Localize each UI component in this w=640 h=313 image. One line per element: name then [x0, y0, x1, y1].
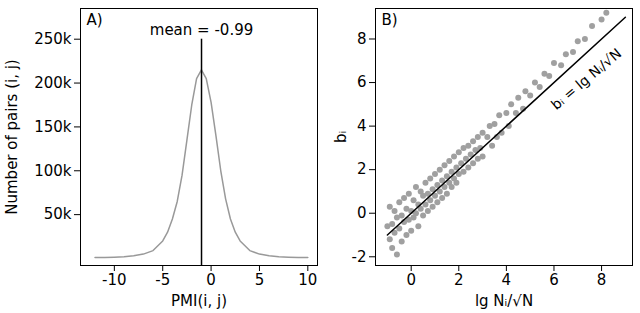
svg-text:6: 6: [549, 271, 559, 289]
svg-text:250k: 250k: [34, 30, 72, 48]
svg-text:8: 8: [357, 30, 367, 48]
svg-text:0: 0: [406, 271, 416, 289]
svg-text:Number of pairs (i, j): Number of pairs (i, j): [3, 59, 21, 214]
svg-text:-10: -10: [102, 271, 127, 289]
svg-text:5: 5: [255, 271, 265, 289]
svg-text:100k: 100k: [34, 162, 72, 180]
svg-text:PMI(i, j): PMI(i, j): [171, 292, 227, 310]
svg-text:2: 2: [357, 160, 367, 178]
svg-text:bᵢ = lg Nᵢ/√N: bᵢ = lg Nᵢ/√N: [548, 45, 624, 113]
svg-text:B): B): [382, 11, 398, 29]
svg-text:150k: 150k: [34, 118, 72, 136]
svg-text:0: 0: [206, 271, 216, 289]
svg-text:50k: 50k: [44, 205, 72, 223]
svg-text:A): A): [87, 11, 103, 29]
svg-text:8: 8: [597, 271, 607, 289]
svg-text:4: 4: [357, 117, 367, 135]
svg-text:2: 2: [454, 271, 464, 289]
svg-text:6: 6: [357, 73, 367, 91]
svg-text:0: 0: [357, 204, 367, 222]
svg-text:4: 4: [502, 271, 512, 289]
svg-text:bᵢ: bᵢ: [332, 131, 350, 143]
svg-text:lg Nᵢ/√N: lg Nᵢ/√N: [475, 292, 533, 310]
svg-text:mean = -0.99: mean = -0.99: [150, 21, 253, 39]
svg-text:10: 10: [298, 271, 317, 289]
svg-text:-2: -2: [352, 248, 367, 266]
svg-text:200k: 200k: [34, 74, 72, 92]
svg-text:-5: -5: [155, 271, 170, 289]
